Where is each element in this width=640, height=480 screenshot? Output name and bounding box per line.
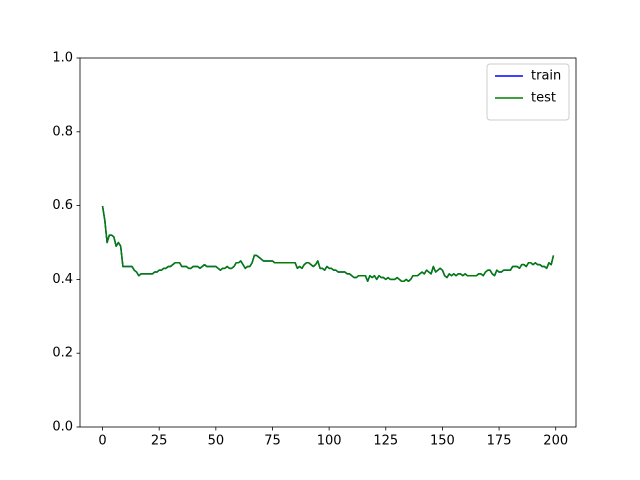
legend-label: train bbox=[531, 69, 561, 84]
x-tick-label: 200 bbox=[543, 434, 568, 449]
plot-frame bbox=[79, 57, 577, 428]
x-tick-label: 0 bbox=[98, 434, 106, 449]
y-tick-label: 1.0 bbox=[52, 51, 73, 66]
y-tick-label: 0.0 bbox=[52, 420, 73, 435]
x-tick-label: 150 bbox=[430, 434, 455, 449]
x-tick-label: 25 bbox=[151, 434, 168, 449]
series-line bbox=[101, 205, 555, 282]
y-tick-label: 0.8 bbox=[52, 124, 73, 139]
series-line bbox=[101, 205, 555, 282]
x-tick-label: 50 bbox=[208, 434, 225, 449]
x-tick-label: 100 bbox=[317, 434, 342, 449]
y-tick-label: 0.4 bbox=[52, 272, 73, 287]
y-tick-label: 0.2 bbox=[52, 346, 73, 361]
x-tick-label: 75 bbox=[264, 434, 281, 449]
y-tick-label: 0.6 bbox=[52, 198, 73, 213]
x-tick-label: 125 bbox=[373, 434, 398, 449]
legend-label: test bbox=[531, 91, 556, 106]
x-tick-label: 175 bbox=[487, 434, 512, 449]
legend-box bbox=[486, 63, 570, 121]
